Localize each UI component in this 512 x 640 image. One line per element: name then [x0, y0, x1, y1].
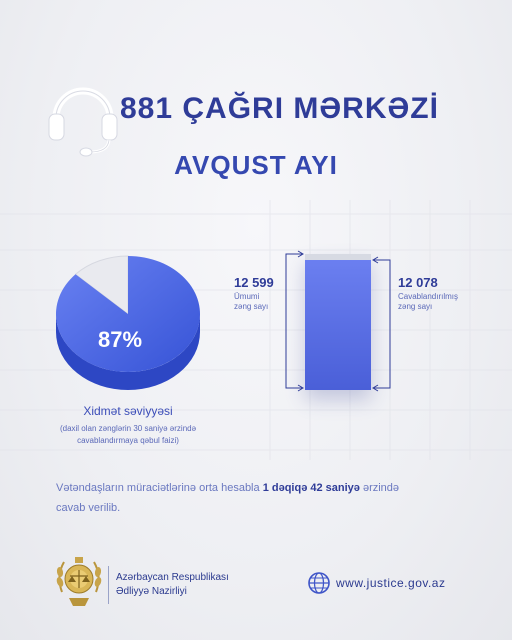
answered-calls-value: 12 078 [398, 275, 438, 290]
service-level-note-line2: cavablandırmaya qəbul faizi) [77, 436, 179, 445]
ministry-name: Azərbaycan Respublikası Ədliyyə Nazirliy… [116, 571, 229, 599]
page-subtitle: AVQUST AYI [174, 150, 338, 180]
emblem-icon [56, 557, 102, 606]
ministry-line2: Ədliyyə Nazirliyi [116, 586, 187, 597]
website-link[interactable]: www.justice.gov.az [336, 576, 446, 590]
headset-icon [48, 87, 118, 157]
pie-slice-side [56, 314, 200, 390]
globe-icon [308, 572, 330, 594]
total-calls-value: 12 599 [234, 275, 274, 290]
calls-bar [305, 254, 371, 390]
pie-slice-remaining [74, 255, 129, 316]
summary-suffix: ərzində [359, 482, 400, 494]
answered-calls: 12 078 Cavablandırılmış zəng sayı [398, 275, 458, 312]
answered-calls-label-line2: zəng sayı [398, 302, 433, 311]
service-level-title: Xidmət səviyyəsi [83, 404, 173, 418]
total-bracket [285, 250, 304, 392]
total-calls-label-line1: Ümumi [234, 292, 260, 301]
total-calls-label-line2: zəng sayı [234, 302, 269, 311]
footer-divider [108, 566, 109, 604]
service-level-percent: 87% [98, 327, 143, 352]
ministry-line1: Azərbaycan Respublikası [116, 572, 229, 583]
pie-slice-service-level [55, 256, 200, 372]
total-calls: 12 599 Ümumi zəng sayı [234, 275, 274, 312]
page-title: 881 ÇAĞRI MƏRKƏZİ [120, 92, 439, 125]
answered-calls-label-line1: Cavablandırılmış [398, 292, 459, 301]
summary-prefix: Vətəndaşların müraciətlərinə orta hesabl… [56, 482, 263, 494]
summary-line2: cavab verilib. [56, 502, 121, 514]
answered-bracket [372, 256, 391, 392]
service-level-pie [55, 255, 200, 390]
average-response-text: Vətəndaşların müraciətlərinə orta hesabl… [56, 478, 476, 518]
service-level-note-line1: (daxil olan zənglərin 30 saniyə ərzində [59, 424, 197, 433]
service-level-note: (daxil olan zənglərin 30 saniyə ərzində … [30, 423, 226, 447]
summary-highlight: 1 dəqiqə 42 saniyə [262, 482, 360, 494]
